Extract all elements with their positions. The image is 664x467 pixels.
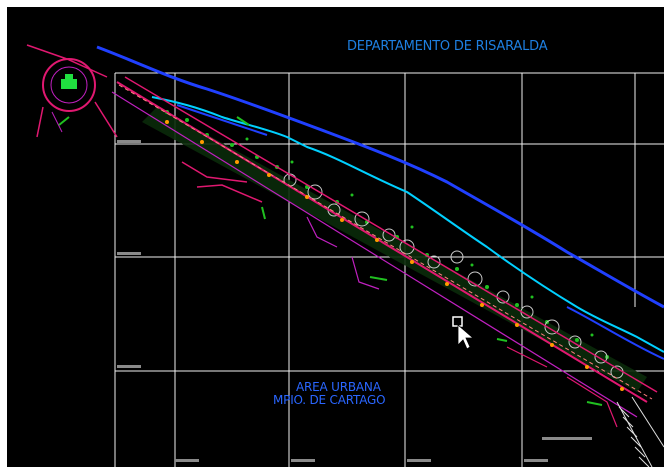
green-features — [58, 116, 603, 406]
cad-drawing-viewport[interactable]: DEPARTAMENTO DE RISARALDA AREA URBANA MP… — [7, 7, 664, 467]
departamento-label: DEPARTAMENTO DE RISARALDA — [347, 39, 548, 54]
grid-coordinate-labels — [117, 140, 592, 462]
vehicle-icon — [61, 74, 77, 89]
municipio-label: MPIO. DE CARTAGO — [273, 393, 385, 407]
bridge-hatch — [616, 396, 664, 467]
mouse-pointer-icon — [452, 316, 475, 350]
roundabout — [26, 44, 118, 138]
cad-drawing-canvas[interactable]: DEPARTAMENTO DE RISARALDA AREA URBANA MP… — [7, 7, 664, 467]
river — [96, 45, 664, 360]
axis-markers — [165, 120, 624, 391]
area-urbana-label: AREA URBANA — [296, 380, 382, 394]
roads — [111, 76, 658, 428]
